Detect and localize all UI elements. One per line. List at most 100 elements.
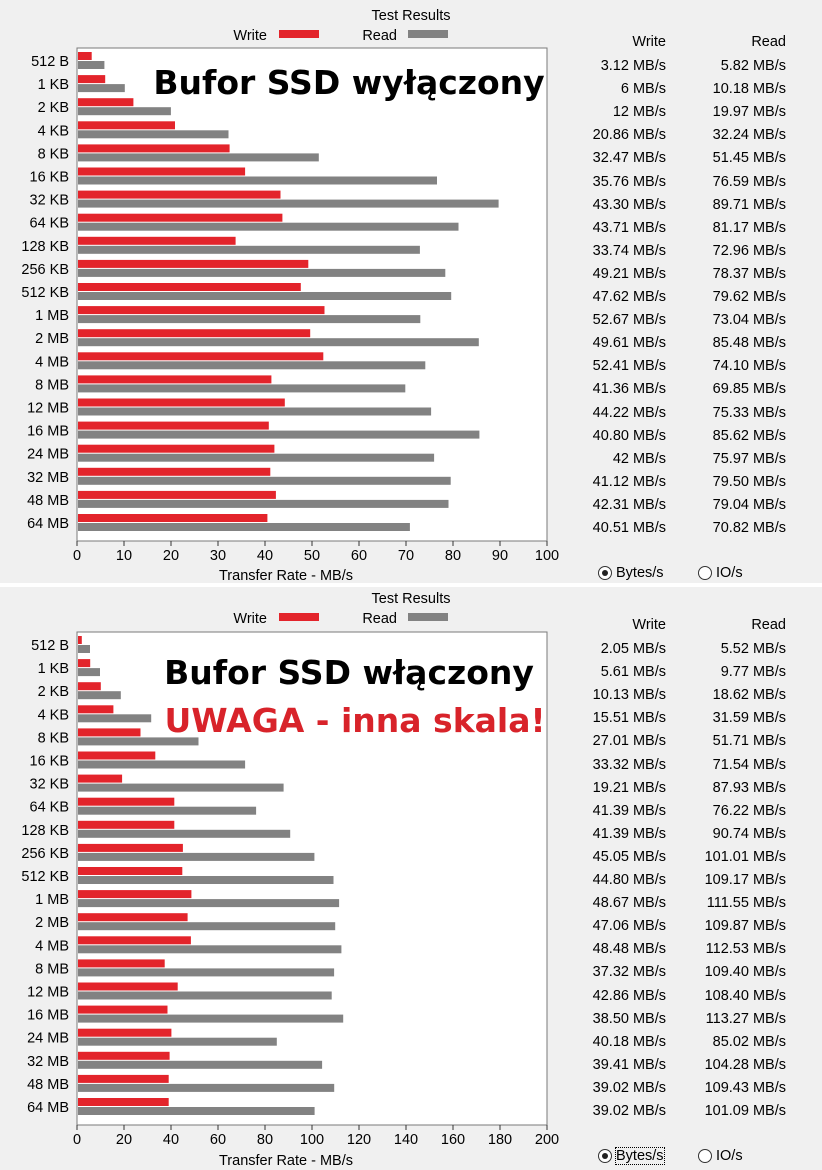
y-tick-label: 1 KB — [38, 77, 69, 93]
radio-unselected-icon[interactable] — [698, 566, 712, 580]
table-row: 49.61 MB/s 85.48 MB/s — [560, 335, 800, 355]
y-tick-label: 128 KB — [21, 239, 69, 255]
radio-selected-icon[interactable] — [598, 1149, 612, 1163]
write-bar — [78, 306, 325, 315]
table-row: 27.01 MB/s 51.71 MB/s — [560, 733, 800, 753]
table-row: 40.18 MB/s 85.02 MB/s — [560, 1034, 800, 1054]
y-tick-label: 4 KB — [38, 123, 69, 139]
read-bar — [78, 737, 199, 746]
read-rate-cell: 112.53 MB/s — [705, 941, 786, 958]
y-tick-label: 24 MB — [27, 1031, 69, 1047]
write-bar — [78, 490, 276, 499]
table-row: 41.39 MB/s 90.74 MB/s — [560, 826, 800, 846]
write-bar — [78, 636, 82, 644]
write-rate-cell: 44.22 MB/s — [592, 404, 666, 421]
y-tick-label: 48 MB — [27, 493, 69, 509]
write-rate-cell: 45.05 MB/s — [592, 848, 666, 865]
write-rate-cell: 48.48 MB/s — [592, 941, 666, 958]
x-tick-label: 60 — [210, 1132, 226, 1148]
read-bar — [78, 499, 449, 508]
legend-write-swatch — [279, 613, 319, 621]
write-bar — [78, 1051, 170, 1060]
y-tick-label: 2 KB — [38, 684, 69, 700]
y-tick-label: 8 MB — [35, 377, 69, 393]
read-bar — [78, 199, 499, 208]
table-row: 6 MB/s 10.18 MB/s — [560, 81, 800, 101]
radio-selected-icon[interactable] — [598, 566, 612, 580]
x-tick-label: 140 — [394, 1132, 418, 1148]
read-rate-cell: 85.48 MB/s — [712, 335, 786, 352]
read-bar — [78, 691, 121, 700]
y-tick-label: 128 KB — [21, 823, 69, 839]
read-bar — [78, 61, 105, 69]
radio-unselected-icon[interactable] — [698, 1149, 712, 1163]
table-row: 39.02 MB/s 109.43 MB/s — [560, 1080, 800, 1100]
write-rate-cell: 40.80 MB/s — [592, 427, 666, 444]
x-tick-label: 0 — [73, 548, 81, 564]
y-tick-label: 16 MB — [27, 424, 69, 440]
bytes-radio[interactable]: Bytes/s — [598, 565, 664, 581]
read-rate-cell: 31.59 MB/s — [712, 710, 786, 727]
write-bar — [78, 797, 175, 806]
read-bar — [78, 760, 246, 769]
read-rate-cell: 51.45 MB/s — [712, 150, 786, 167]
y-tick-label: 1 MB — [35, 892, 69, 908]
legend-write-label: Write — [233, 611, 267, 627]
write-rate-cell: 38.50 MB/s — [592, 1010, 666, 1027]
y-tick-label: 16 KB — [30, 754, 70, 770]
write-bar — [78, 190, 281, 199]
io-radio[interactable]: IO/s — [698, 1148, 743, 1164]
table-row: 33.74 MB/s 72.96 MB/s — [560, 243, 800, 263]
x-tick-label: 180 — [488, 1132, 512, 1148]
read-rate-cell: 5.52 MB/s — [720, 641, 786, 657]
read-rate-cell: 101.01 MB/s — [704, 848, 786, 865]
col-header-write: Write — [632, 617, 666, 633]
read-rate-cell: 113.27 MB/s — [705, 1010, 786, 1027]
write-rate-cell: 47.06 MB/s — [592, 918, 666, 935]
write-bar — [78, 913, 188, 922]
x-tick-label: 100 — [300, 1132, 324, 1148]
x-tick-label: 90 — [492, 548, 508, 564]
bytes-radio-label: Bytes/s — [615, 1147, 665, 1165]
x-tick-label: 120 — [347, 1132, 371, 1148]
read-rate-cell: 73.04 MB/s — [712, 312, 786, 329]
write-rate-cell: 10.13 MB/s — [592, 687, 666, 704]
y-tick-label: 32 KB — [30, 777, 70, 793]
y-tick-label: 24 MB — [27, 447, 69, 463]
x-tick-label: 10 — [116, 548, 132, 564]
x-tick-label: 0 — [73, 1132, 81, 1148]
write-bar — [78, 728, 141, 737]
write-bar — [78, 659, 91, 668]
write-bar — [78, 705, 114, 714]
y-tick-label: 8 KB — [38, 146, 69, 162]
read-rate-cell: 75.33 MB/s — [712, 404, 786, 421]
read-bar — [78, 1083, 335, 1092]
table-row: 48.48 MB/s 112.53 MB/s — [560, 941, 800, 961]
table-row: 35.76 MB/s 76.59 MB/s — [560, 174, 800, 194]
x-tick-label: 40 — [257, 548, 273, 564]
bytes-radio[interactable]: Bytes/s — [598, 1147, 665, 1165]
read-bar — [78, 430, 480, 439]
io-radio[interactable]: IO/s — [698, 565, 743, 581]
x-tick-label: 60 — [351, 548, 367, 564]
write-rate-cell: 6 MB/s — [620, 81, 666, 98]
write-bar — [78, 774, 123, 783]
read-bar — [78, 315, 421, 324]
table-row: 5.61 MB/s 9.77 MB/s — [560, 664, 800, 684]
write-bar — [78, 820, 175, 829]
y-tick-label: 4 MB — [35, 938, 69, 954]
io-radio-label: IO/s — [716, 1148, 743, 1164]
write-rate-cell: 52.41 MB/s — [592, 358, 666, 375]
read-bar — [78, 292, 452, 300]
write-bar — [78, 959, 165, 968]
write-bar — [78, 121, 175, 130]
write-bar — [78, 444, 275, 453]
write-rate-cell: 44.80 MB/s — [592, 872, 666, 888]
write-bar — [78, 751, 156, 760]
read-rate-cell: 109.17 MB/s — [704, 872, 786, 888]
write-rate-cell: 41.39 MB/s — [592, 825, 666, 842]
table-row: 37.32 MB/s 109.40 MB/s — [560, 964, 800, 984]
read-rate-cell: 79.04 MB/s — [712, 496, 786, 513]
legend-write-label: Write — [233, 28, 267, 44]
read-rate-cell: 79.62 MB/s — [712, 289, 786, 305]
